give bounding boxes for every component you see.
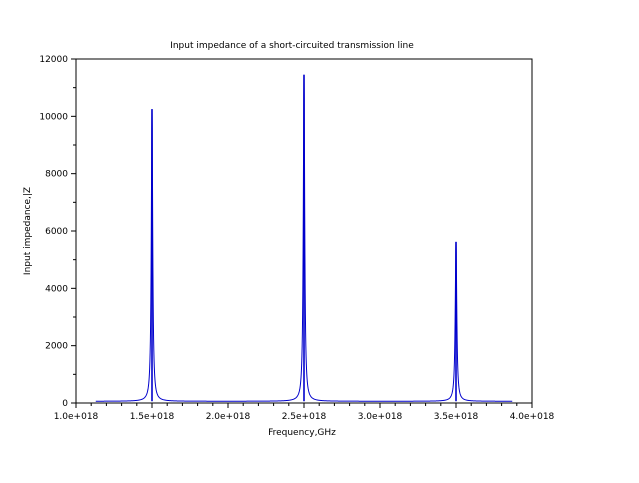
y-tick-label: 10000 (39, 112, 68, 122)
y-tick-label: 6000 (45, 227, 68, 237)
x-axis-label: Frequency,GHz (268, 428, 336, 438)
series-line (95, 74, 513, 402)
series-layer (95, 74, 513, 402)
y-axis-label: Input impedance,|Z (23, 187, 33, 275)
x-axis-ticks: 1.0e+018 1.5e+018 2.0e+018 2.5e+018 3.0e+018… (54, 403, 555, 422)
y-tick-label: 8000 (45, 170, 68, 180)
x-tick-label: 2.0e+018 (206, 412, 251, 422)
chart-title: Input impedance of a short-circuited tra… (170, 41, 414, 51)
y-tick-label: 12000 (39, 55, 68, 65)
x-tick-label: 1.0e+018 (54, 412, 99, 422)
x-tick-label: 3.0e+018 (358, 412, 403, 422)
y-tick-label: 0 (62, 399, 68, 409)
y-axis-ticks: 0 2000 4000 6000 8000 10000 12000 (39, 55, 76, 409)
y-tick-label: 2000 (45, 342, 68, 352)
x-tick-label: 2.5e+018 (282, 412, 327, 422)
y-tick-label: 4000 (45, 284, 68, 294)
x-tick-label: 1.5e+018 (130, 412, 175, 422)
x-tick-label: 3.5e+018 (434, 412, 479, 422)
x-tick-label: 4.0e+018 (510, 412, 555, 422)
